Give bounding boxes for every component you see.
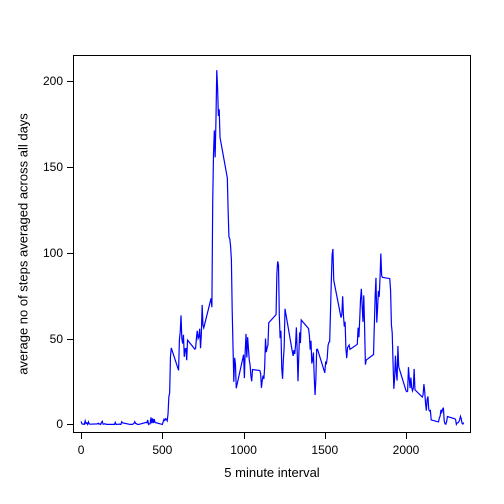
y-tick-mark: [67, 167, 73, 168]
y-tick-mark: [67, 253, 73, 254]
y-tick-label: 150: [43, 160, 63, 174]
x-tick-label: 0: [78, 443, 85, 457]
x-tick-label: 1500: [311, 443, 338, 457]
y-tick-mark: [67, 424, 73, 425]
x-tick-mark: [325, 433, 326, 439]
line-chart: 0 500 1000 1500 2000 0 50 100 150 200 5 minute in…: [0, 0, 504, 504]
y-tick-mark: [67, 339, 73, 340]
y-tick-label: 0: [56, 417, 63, 431]
y-tick-mark: [67, 81, 73, 82]
x-tick-label: 1000: [230, 443, 257, 457]
x-tick-mark: [81, 433, 82, 439]
x-tick-mark: [162, 433, 163, 439]
chart-line: [0, 0, 504, 504]
x-tick-mark: [244, 433, 245, 439]
y-tick-label: 50: [50, 332, 63, 346]
y-tick-label: 100: [43, 246, 63, 260]
x-tick-label: 500: [152, 443, 172, 457]
y-tick-label: 200: [43, 74, 63, 88]
x-axis-label: 5 minute interval: [224, 465, 319, 480]
x-tick-mark: [406, 433, 407, 439]
y-axis-label: average no of steps averaged across all …: [16, 113, 31, 375]
x-tick-label: 2000: [393, 443, 420, 457]
